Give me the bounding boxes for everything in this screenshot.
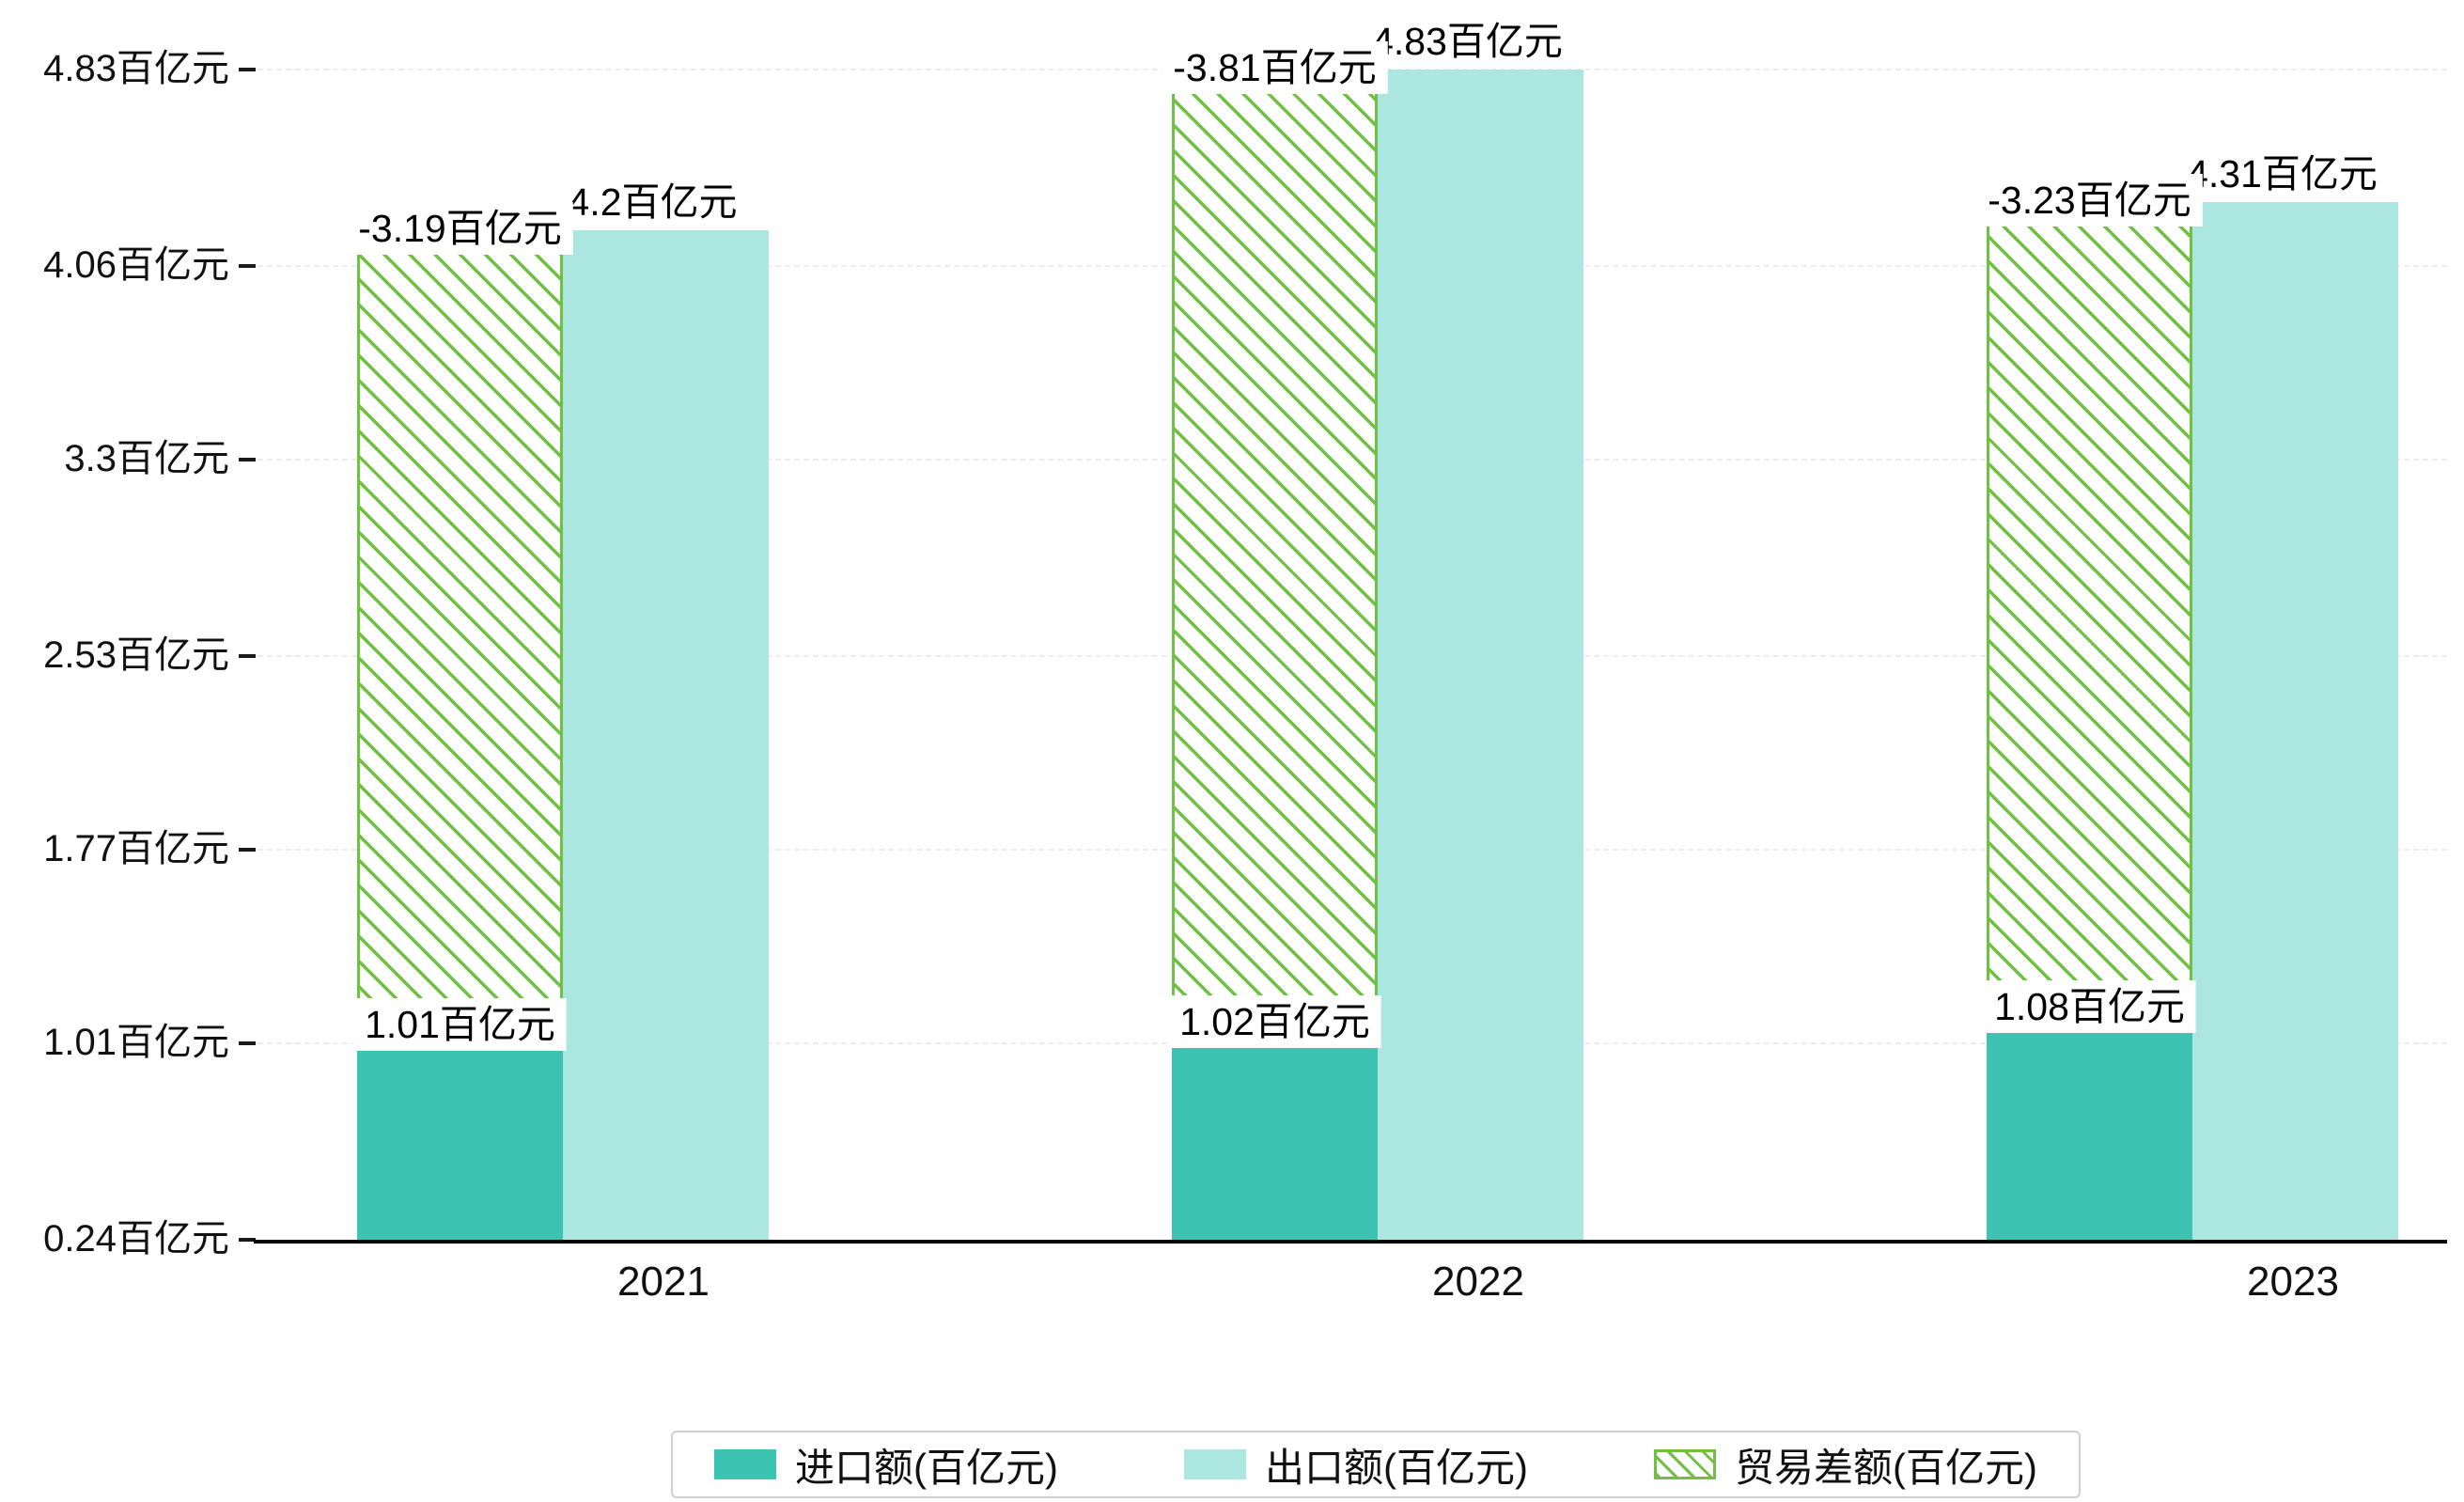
y-axis-tick-label: 4.06百亿元 xyxy=(43,243,229,286)
y-axis-tick-label: 4.83百亿元 xyxy=(43,48,229,89)
y-tick-mark xyxy=(239,653,256,658)
label-import-2021: 1.01百亿元 xyxy=(353,998,567,1052)
label-balance-2022: -3.81百亿元 xyxy=(1162,41,1388,94)
x-axis-label-2021: 2021 xyxy=(617,1259,710,1305)
y-tick-mark xyxy=(239,68,256,71)
y-tick-mark xyxy=(239,1041,256,1046)
bar-export-2022 xyxy=(1378,70,1583,1240)
x-axis-line xyxy=(254,1240,2447,1244)
balance-hatch-swatch-icon xyxy=(1654,1449,1716,1479)
y-tick-mark xyxy=(239,263,256,268)
label-import-2022: 1.02百亿元 xyxy=(1168,995,1381,1049)
legend-item-balance: 贸易差额(百亿元) xyxy=(1654,1436,2037,1494)
bar-import-2022 xyxy=(1172,1040,1378,1240)
y-axis-tick-label: 0.24百亿元 xyxy=(43,1218,229,1259)
label-balance-2023: -3.23百亿元 xyxy=(1976,174,2203,227)
legend-item-export: 出口额(百亿元) xyxy=(1184,1436,1528,1494)
y-tick-mark xyxy=(239,848,256,852)
legend-label-balance: 贸易差额(百亿元) xyxy=(1735,1445,2037,1490)
y-axis-tick-label: 1.77百亿元 xyxy=(43,828,229,869)
bar-export-2021 xyxy=(563,229,769,1240)
x-axis-label-2022: 2022 xyxy=(1432,1259,1524,1305)
legend-item-import: 进口额(百亿元) xyxy=(714,1436,1058,1494)
export-swatch-icon xyxy=(1184,1449,1246,1479)
legend-label-export: 出口额(百亿元) xyxy=(1265,1445,1528,1490)
y-tick-mark xyxy=(239,1238,256,1242)
x-axis-label-2023: 2023 xyxy=(2247,1259,2339,1305)
legend-label-import: 进口额(百亿元) xyxy=(795,1445,1058,1490)
bar-export-2023 xyxy=(2192,202,2398,1240)
bar-balance-2023 xyxy=(1987,202,2192,1026)
legend: 进口额(百亿元) 出口额(百亿元) 贸易差额(百亿元) xyxy=(671,1431,2081,1498)
y-axis-tick-label: 1.01百亿元 xyxy=(43,1022,229,1064)
bar-import-2023 xyxy=(1987,1025,2192,1240)
bar-balance-2021 xyxy=(357,229,563,1044)
y-tick-mark xyxy=(239,458,256,462)
label-export-2022: 4.83百亿元 xyxy=(1361,15,1574,68)
label-export-2021: 4.2百亿元 xyxy=(556,175,749,228)
label-balance-2021: -3.19百亿元 xyxy=(347,201,573,255)
label-import-2023: 1.08百亿元 xyxy=(1983,980,2196,1034)
y-axis-tick-label: 3.3百亿元 xyxy=(64,438,229,479)
bar-import-2021 xyxy=(357,1043,563,1240)
y-axis-tick-label: 2.53百亿元 xyxy=(43,634,229,676)
bar-balance-2022 xyxy=(1172,70,1378,1041)
label-export-2023: 4.31百亿元 xyxy=(2175,148,2389,201)
import-swatch-icon xyxy=(714,1449,776,1479)
